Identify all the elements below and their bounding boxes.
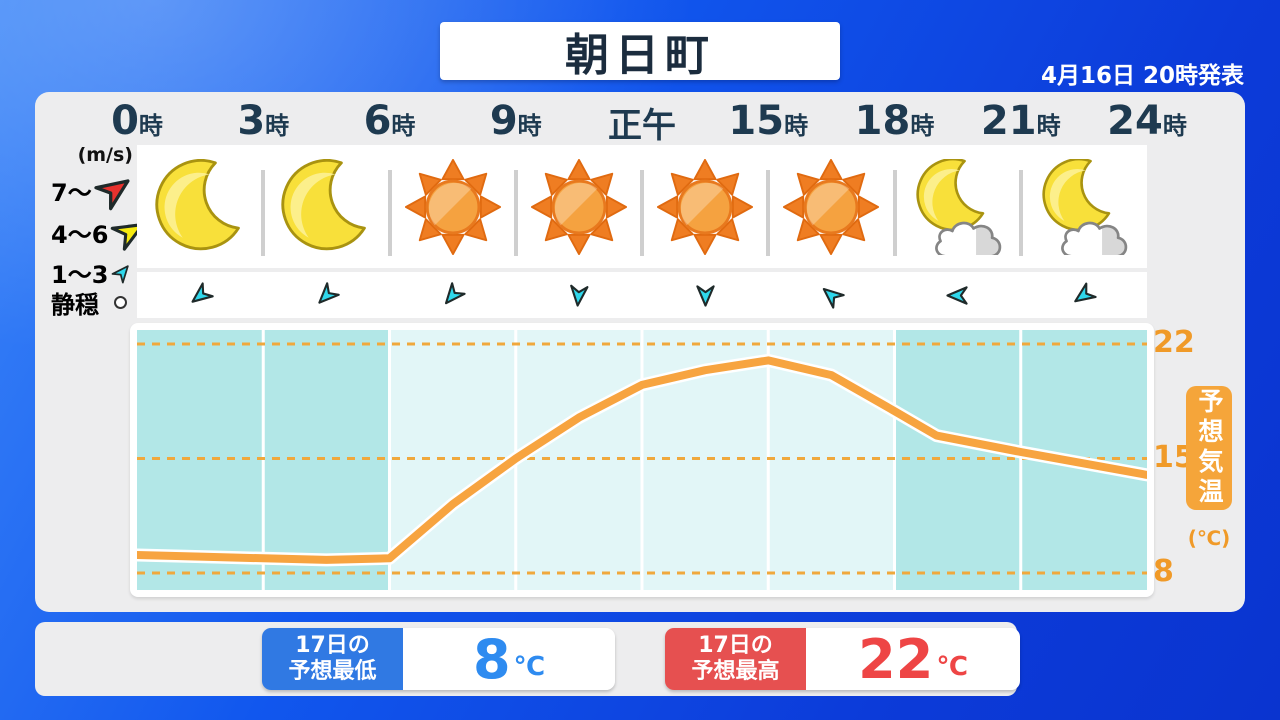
icon-divider [261,170,266,256]
weather-icon-sun [768,145,894,268]
wind-direction-cell [895,272,1021,318]
high-temp-number: 22 [858,627,934,691]
time-label-0: 0時 [111,98,163,144]
low-temp-card: 17日の 予想最低 8 ℃ [262,627,615,691]
wind-legend-row-0: 7〜 [51,172,133,208]
icon-divider [387,170,392,256]
moon-icon [278,159,374,255]
calm-circle-icon [114,295,127,309]
wind-unit-label: (m/s) [77,144,133,166]
wind-direction-cell [516,272,642,318]
forecast-panel: 0時 3時 6時 9時 正午 15時 18時 21時 24時 (m/s) 7〜 4〜6 1〜3 静穏 … [35,92,1245,612]
wind-direction-icon [184,279,216,311]
weather-icon-row [137,145,1147,268]
wind-arrow-icon [110,259,137,286]
icon-divider [513,170,518,256]
high-temp-card: 17日の 予想最高 22 ℃ [665,627,1020,691]
wind-legend-row-2: 1〜3 [51,254,132,290]
wind-direction-icon [566,283,591,308]
wind-direction-icon [310,279,343,312]
time-label-21: 21時 [980,98,1061,144]
time-label-9: 9時 [489,98,542,144]
icon-divider [640,170,644,256]
moon-cloud-icon [1036,159,1132,255]
low-label-line1: 17日の [295,632,370,658]
temperature-line [137,356,1147,564]
icon-divider [1018,170,1023,256]
low-temp-unit: ℃ [513,652,546,682]
low-temp-number: 8 [472,627,511,691]
summary-panel: 17日の 予想最低 8 ℃ 17日の 予想最高 22 ℃ [35,622,1020,696]
high-temp-unit: ℃ [936,652,968,682]
sun-icon [657,159,753,255]
weather-icon-sun [516,145,642,268]
announcement-date: 4月16日 20時発表 [1040,63,1244,89]
wind-legend-row-3: 静穏 [51,284,127,320]
wind-direction-cell [768,272,894,318]
wind-legend-label: 静穏 [51,290,99,319]
temperature-chart [137,330,1147,590]
weather-icon-moon-cloud [1021,145,1147,268]
wind-legend-label: 1〜3 [51,260,109,289]
wind-direction-cell [390,272,516,318]
low-label-line2: 予想最低 [288,659,377,684]
wind-legend-label: 4〜6 [51,220,109,249]
wind-direction-row [137,272,1147,318]
wind-legend-label: 7〜 [51,178,92,207]
wind-direction-icon [1068,279,1100,311]
sun-icon [531,159,627,255]
yaxis-unit: (℃) [1187,526,1231,550]
wind-direction-icon [946,284,969,307]
ytick-22: 22 [1153,325,1195,360]
high-temp-value: 22 ℃ [806,627,1020,691]
low-temp-value: 8 ℃ [403,627,615,691]
wind-arrow-icon [90,165,140,215]
high-temp-label: 17日の 予想最高 [665,628,806,690]
wind-direction-icon [815,279,847,311]
low-temp-label: 17日の 予想最低 [262,628,403,690]
weather-icon-sun [390,145,516,268]
wind-direction-cell [1021,272,1147,318]
time-label-18: 18時 [854,98,935,144]
time-label-3: 3時 [237,98,290,144]
yaxis-title: 予想気温 [1195,388,1224,508]
high-label-line2: 予想最高 [691,659,780,684]
weather-icon-moon [263,145,389,268]
time-label-24: 24時 [1107,98,1187,144]
temperature-chart-frame [130,323,1154,597]
wind-direction-icon [436,279,468,311]
location-title: 朝日町 [565,30,715,81]
moon-icon [152,159,248,255]
wind-direction-cell [642,272,768,318]
wind-direction-cell [263,272,389,318]
time-label-6: 6時 [363,98,416,144]
weather-icon-moon-cloud [895,145,1021,268]
icon-divider [766,170,771,256]
wind-legend-row-1: 4〜6 [51,214,147,250]
time-label-正午: 正午 [608,106,676,146]
time-label-15: 15時 [728,98,809,144]
weather-icon-sun [642,145,768,268]
sun-icon [783,159,879,255]
wind-direction-cell [137,272,263,318]
weather-icon-moon [137,145,263,268]
yaxis-title-box: 予想気温 [1186,386,1232,510]
moon-cloud-icon [910,159,1006,255]
location-title-box: 朝日町 [440,22,840,81]
wind-direction-icon [694,284,717,307]
icon-divider [892,170,897,256]
ytick-8: 8 [1153,554,1174,589]
high-label-line1: 17日の [698,632,773,658]
sun-icon [405,159,501,255]
